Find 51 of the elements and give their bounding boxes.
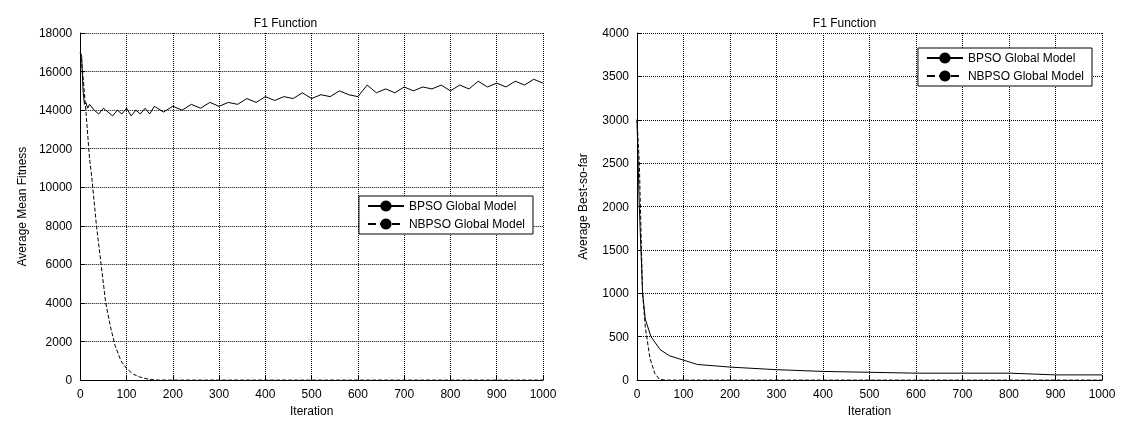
- x-tick-label: 600: [905, 387, 927, 402]
- y-tick-label: 3500: [602, 69, 630, 84]
- x-tick-label: 900: [1045, 387, 1066, 402]
- x-tick-label: 1000: [1088, 387, 1116, 402]
- x-tick-label: 300: [766, 387, 787, 402]
- x-tick-label: 800: [998, 387, 1020, 402]
- x-tick-label: 500: [301, 387, 322, 402]
- legend-label: BPSO Global Model: [408, 199, 517, 213]
- x-tick-label: 700: [394, 387, 415, 402]
- x-tick-label: 500: [859, 387, 880, 402]
- y-tick-label: 2500: [602, 156, 630, 171]
- y-tick-label: 4000: [602, 26, 630, 40]
- y-tick-label: 10000: [38, 180, 73, 195]
- legend-label: NBPSO Global Model: [967, 69, 1085, 83]
- x-tick-label: 400: [812, 387, 834, 402]
- y-axis-title: Average Mean Fitness: [15, 146, 29, 267]
- x-tick-label: 900: [486, 387, 508, 402]
- x-axis-title: Iteration: [847, 404, 892, 418]
- y-tick-label: 6000: [45, 257, 73, 272]
- chart-title: F1 Function: [812, 16, 877, 30]
- chart-title: F1 Function: [253, 16, 318, 30]
- x-tick-label: 0: [633, 387, 641, 402]
- y-tick-label: 12000: [38, 141, 73, 156]
- x-tick-label: 800: [440, 387, 461, 402]
- y-tick-label: 1500: [602, 242, 630, 257]
- y-tick-label: 4000: [45, 295, 73, 310]
- y-tick-label: 2000: [45, 334, 73, 349]
- x-tick-label: 200: [162, 387, 184, 402]
- x-tick-label: 100: [673, 387, 694, 402]
- y-tick-label: 1000: [602, 286, 630, 301]
- y-tick-label: 0: [622, 373, 630, 388]
- legend-label: NBPSO Global Model: [408, 217, 526, 231]
- y-tick-label: 3000: [602, 112, 630, 127]
- x-tick-label: 400: [255, 387, 276, 402]
- y-tick-label: 16000: [38, 64, 73, 79]
- y-tick-label: 0: [65, 373, 73, 388]
- y-axis-title: Average Best-so-far: [576, 153, 590, 260]
- x-tick-label: 200: [719, 387, 741, 402]
- x-tick-label: 0: [76, 387, 84, 402]
- x-tick-label: 1000: [529, 387, 557, 402]
- y-tick-label: 18000: [38, 26, 73, 40]
- y-tick-label: 500: [608, 329, 630, 344]
- legend-label: BPSO Global Model: [967, 51, 1076, 65]
- x-tick-label: 100: [116, 387, 137, 402]
- y-tick-label: 14000: [38, 103, 73, 118]
- x-tick-label: 600: [347, 387, 369, 402]
- x-axis-title: Iteration: [289, 404, 334, 418]
- x-tick-label: 300: [209, 387, 230, 402]
- y-tick-label: 2000: [602, 199, 630, 214]
- y-tick-label: 8000: [45, 218, 73, 233]
- x-tick-label: 700: [952, 387, 973, 402]
